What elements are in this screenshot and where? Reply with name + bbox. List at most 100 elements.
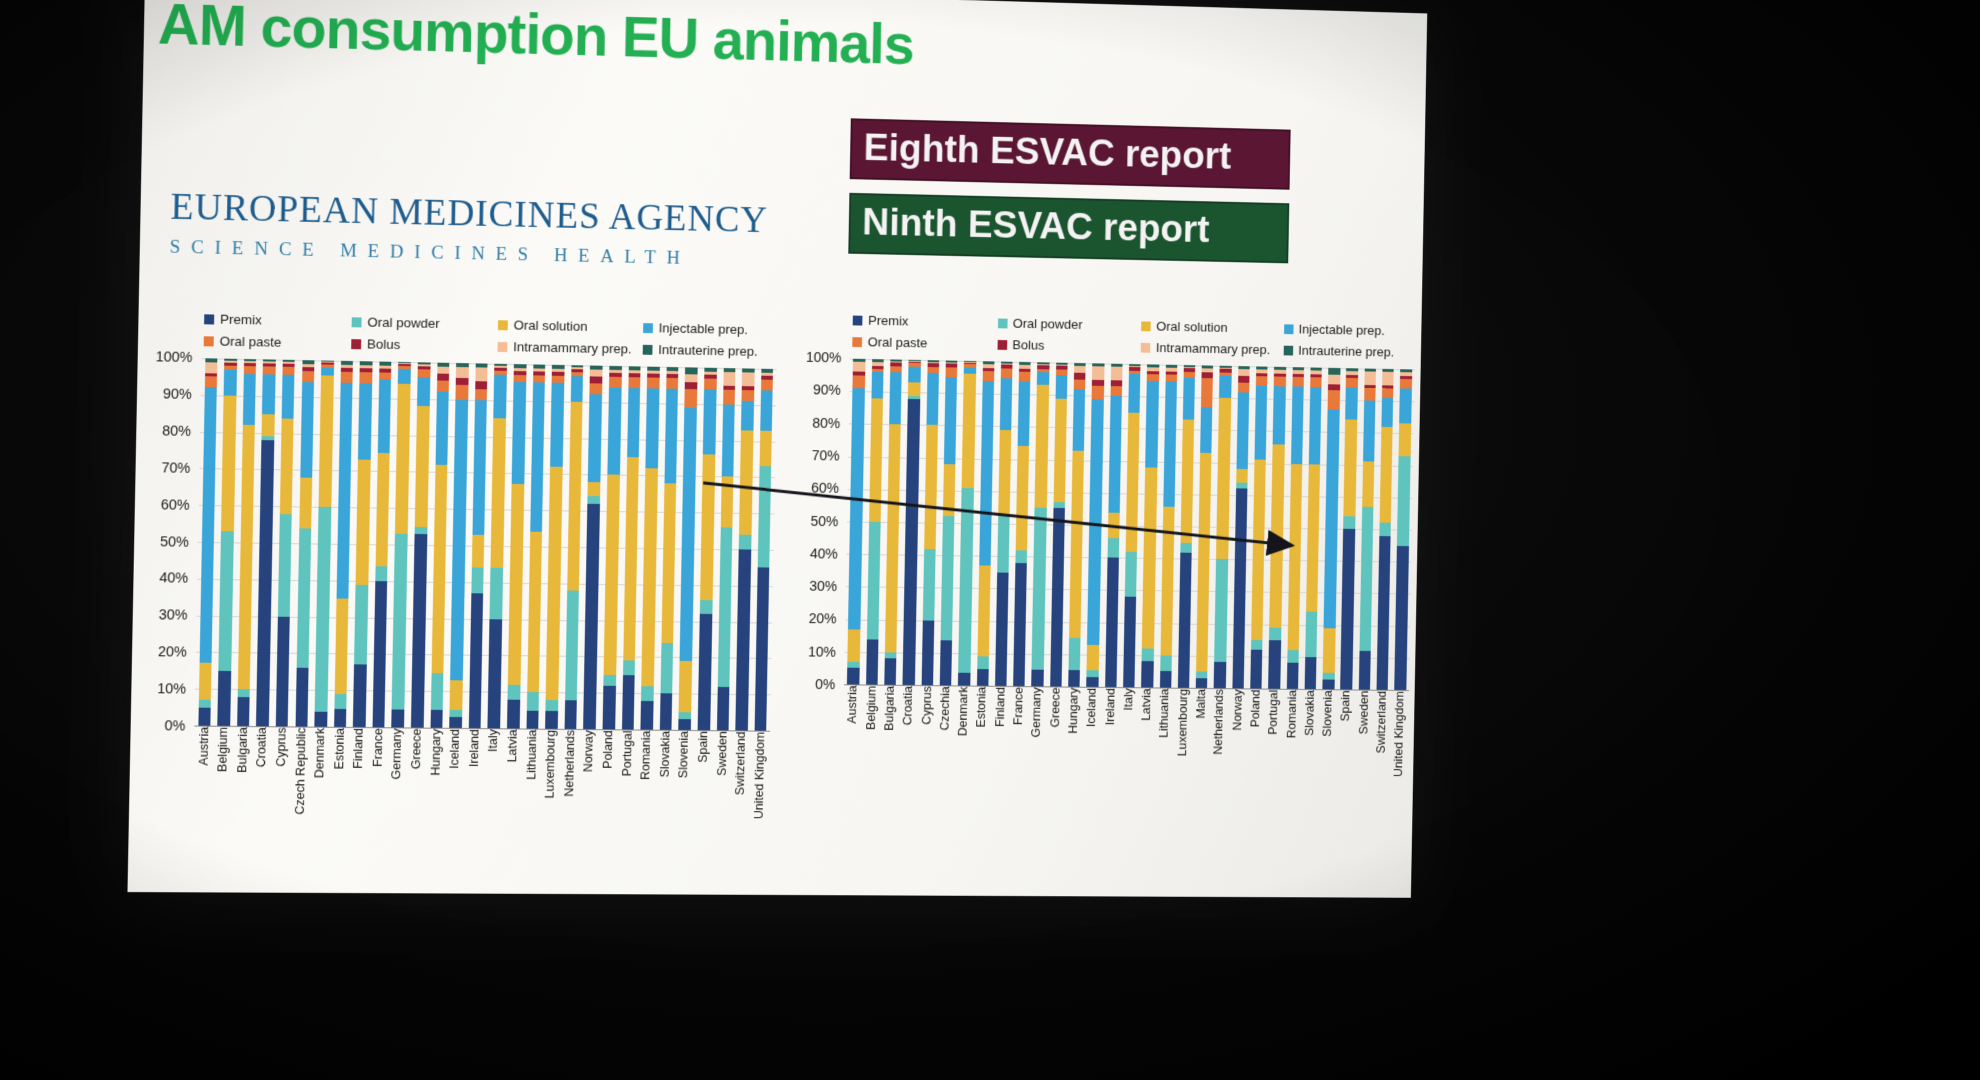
x-label: Sweden (714, 731, 730, 776)
bar-segment (1196, 452, 1212, 672)
bar-segment (923, 425, 938, 549)
bar-segment (1091, 386, 1104, 400)
bar-segment (223, 369, 237, 396)
bar-segment (921, 620, 935, 686)
bar-segment (1037, 371, 1050, 386)
bar-segment (739, 429, 754, 536)
stacked-bar (1394, 369, 1413, 691)
bar-segment (994, 572, 1009, 686)
bar-segment (847, 629, 861, 662)
bar-segment (372, 580, 388, 728)
x-label: Slovakia (1302, 689, 1317, 736)
bar-segment (1031, 670, 1044, 687)
legend-swatch (1283, 323, 1294, 334)
bar-segment (450, 399, 468, 681)
bar-segment (198, 663, 212, 701)
x-label: Finland (351, 727, 366, 769)
bar-segment (1254, 385, 1268, 461)
legend-label: Oral powder (367, 314, 440, 331)
bar-segment (943, 376, 958, 465)
x-label-slot: Hungary (1063, 688, 1084, 810)
bars-row (844, 358, 1415, 691)
bar-segment (456, 366, 469, 378)
x-label-slot: Slovakia (1299, 690, 1319, 811)
bar-segment (1345, 387, 1358, 420)
x-label: France (1011, 686, 1026, 726)
y-tick-label: 40% (159, 570, 189, 588)
bar-segment (526, 531, 543, 693)
bar-segment (414, 406, 430, 527)
x-label-slot: Romania (635, 731, 657, 864)
y-tick-label: 100% (805, 349, 842, 367)
bar-segment (997, 513, 1010, 573)
x-label: United Kingdom (1391, 690, 1407, 777)
bar-segment (340, 371, 353, 384)
x-label-slot: Norway (577, 730, 599, 864)
legend-item: Oral solution (1141, 319, 1274, 336)
bar-segment (377, 379, 392, 454)
legend-label: Bolus (366, 336, 401, 353)
x-label: United Kingdom (751, 731, 767, 820)
x-label: Portugal (1266, 689, 1281, 735)
y-tick-label: 100% (155, 349, 193, 367)
plot-wrap: 100% 90% 80% 70% 60% 50% 40% 30% 20% 10% 0% (143, 349, 777, 734)
bar-segment (608, 376, 622, 388)
y-tick-label: 0% (815, 677, 836, 694)
legend-label: Injectable prep. (658, 320, 749, 338)
bar-segment (1180, 419, 1195, 543)
x-label: Norway (581, 730, 597, 773)
bar-segment (945, 367, 958, 377)
x-label: Denmark (312, 727, 328, 779)
y-tick-label: 60% (160, 496, 190, 514)
bar-segment (570, 376, 584, 402)
bar-segment (1073, 379, 1086, 390)
bar-segment (1124, 551, 1138, 597)
bar-segment (526, 710, 539, 729)
bar-segment (697, 614, 712, 731)
bars-row (194, 358, 776, 731)
y-tick-label: 90% (812, 382, 842, 400)
bar-segment (700, 454, 715, 600)
x-label: Italy (1121, 688, 1136, 711)
legend-label: Injectable prep. (1298, 321, 1386, 338)
x-label-slot: Norway (1227, 689, 1247, 810)
legend-item: Intrauterine prep. (1283, 343, 1415, 360)
bar-segment (679, 407, 697, 662)
bar-segment (449, 680, 463, 710)
bar-segment (1305, 611, 1318, 657)
bar-segment (204, 361, 218, 374)
bar-segment (717, 527, 733, 687)
x-label: Romania (638, 730, 654, 781)
x-label-slot: Italy (482, 729, 504, 863)
y-tick-label: 20% (808, 611, 837, 628)
legend-label: Oral powder (1012, 315, 1083, 332)
legend-item: Bolus (997, 337, 1131, 354)
x-label-slot: Czechia (934, 686, 955, 808)
bar-segment (1177, 552, 1192, 688)
x-label-slot: Germany (386, 728, 408, 862)
bar-segment (199, 387, 217, 664)
legend-label: Bolus (1012, 337, 1045, 353)
bar-segment (1087, 398, 1104, 645)
bar-segment (722, 389, 736, 405)
bar-segment (902, 398, 920, 686)
x-label-slot: Poland (1245, 689, 1265, 810)
bar-segment (218, 531, 234, 671)
x-label-slot: Greece (1044, 687, 1065, 809)
legend-item: Oral paste (852, 334, 988, 351)
y-tick-label: 20% (157, 644, 188, 661)
bar-segment (1031, 508, 1047, 671)
bar-segment (430, 672, 444, 710)
x-label: Luxembourg (542, 729, 558, 799)
y-tick-label: 50% (810, 513, 839, 530)
x-label-slot: Austria (842, 685, 863, 808)
stacked-bar (754, 368, 774, 731)
x-label: Hungary (428, 728, 443, 776)
bar-segment (589, 383, 603, 395)
bar-segment (1359, 506, 1374, 652)
bar-segment (1195, 678, 1208, 689)
x-label: Italy (486, 729, 501, 753)
bar-segment (1327, 390, 1340, 410)
bar-segment (262, 374, 276, 415)
bar-segment (754, 567, 770, 731)
